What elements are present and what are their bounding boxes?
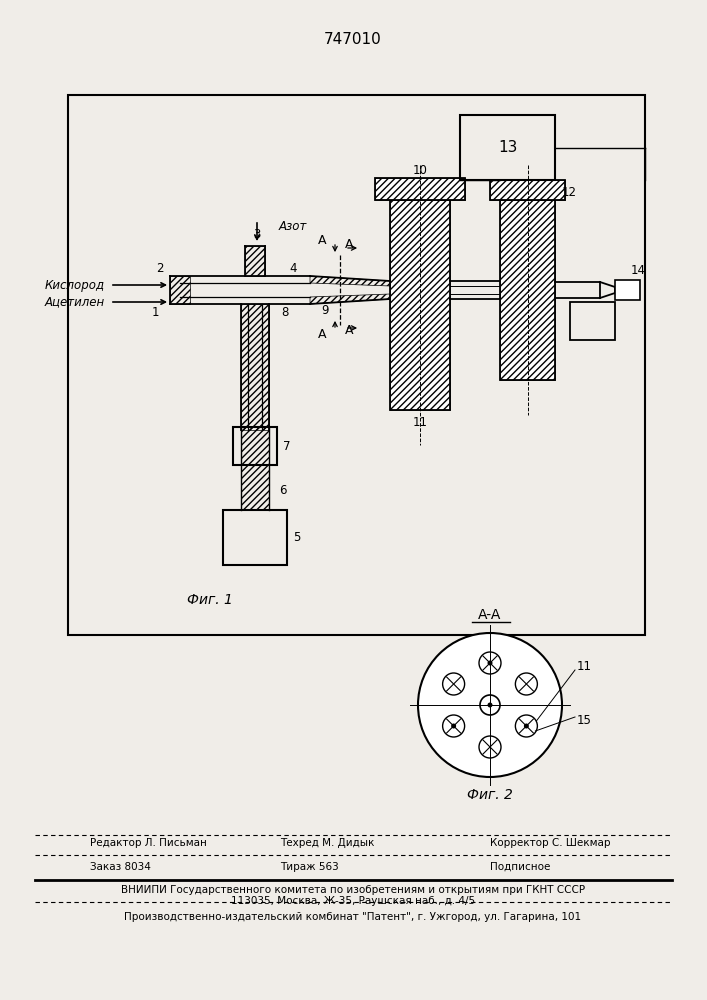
Text: Техред М. Дидык: Техред М. Дидык	[280, 838, 375, 848]
Circle shape	[418, 633, 562, 777]
Text: 13: 13	[498, 140, 518, 155]
Text: 2: 2	[156, 261, 164, 274]
Text: 9: 9	[321, 304, 329, 316]
Text: Азот: Азот	[279, 221, 308, 233]
Text: Корректор С. Шекмар: Корректор С. Шекмар	[490, 838, 611, 848]
Text: Фиг. 2: Фиг. 2	[467, 788, 513, 802]
Text: A: A	[317, 233, 326, 246]
Circle shape	[488, 660, 493, 666]
Text: A-A: A-A	[479, 608, 502, 622]
Text: 6: 6	[279, 484, 287, 496]
Text: 15: 15	[577, 714, 592, 726]
Text: A: A	[345, 238, 354, 251]
Bar	[615, 280, 640, 300]
Bar	[570, 302, 615, 340]
Text: Подписное: Подписное	[490, 862, 550, 872]
Bar	[500, 200, 555, 380]
Text: Фиг. 1: Фиг. 1	[187, 593, 233, 607]
Bar	[500, 200, 555, 380]
Bar	[390, 200, 450, 410]
Text: A: A	[345, 324, 354, 336]
Bar	[375, 178, 465, 200]
Bar	[375, 178, 465, 200]
Bar	[460, 115, 555, 180]
Bar	[490, 180, 565, 200]
Text: A: A	[317, 328, 326, 342]
Text: Ацетилен: Ацетилен	[45, 296, 105, 308]
Text: 10: 10	[413, 163, 428, 176]
Text: 7: 7	[284, 440, 291, 452]
Text: Производственно-издательский комбинат "Патент", г. Ужгород, ул. Гагарина, 101: Производственно-издательский комбинат "П…	[124, 912, 582, 922]
Bar	[490, 180, 565, 200]
Text: Тираж 563: Тираж 563	[280, 862, 339, 872]
Bar	[170, 276, 190, 304]
Bar	[241, 427, 269, 510]
Circle shape	[451, 724, 456, 728]
Text: 5: 5	[293, 531, 300, 544]
Text: 11: 11	[412, 416, 428, 428]
Text: Заказ 8034: Заказ 8034	[90, 862, 151, 872]
Text: 747010: 747010	[324, 32, 382, 47]
Text: ВНИИПИ Государственного комитета по изобретениям и открытиям при ГКНТ СССР: ВНИИПИ Государственного комитета по изоб…	[121, 885, 585, 895]
Bar	[68, 95, 645, 635]
Text: 8: 8	[281, 306, 288, 318]
Text: 113035, Москва, Ж-35, Раушская наб., д. 4/5: 113035, Москва, Ж-35, Раушская наб., д. …	[231, 896, 475, 906]
Circle shape	[488, 702, 493, 708]
Bar	[245, 246, 265, 276]
Text: Кислород: Кислород	[45, 278, 105, 292]
Text: 12: 12	[561, 186, 576, 198]
Text: 1: 1	[151, 306, 159, 318]
Bar	[223, 510, 287, 565]
Text: 3: 3	[253, 228, 261, 240]
Text: Редактор Л. Письман: Редактор Л. Письман	[90, 838, 207, 848]
Bar	[233, 427, 277, 465]
Text: 4: 4	[289, 261, 297, 274]
Circle shape	[524, 724, 529, 728]
Text: 11: 11	[577, 660, 592, 674]
Bar	[241, 304, 269, 430]
Text: 14: 14	[631, 263, 645, 276]
Bar	[390, 200, 450, 410]
